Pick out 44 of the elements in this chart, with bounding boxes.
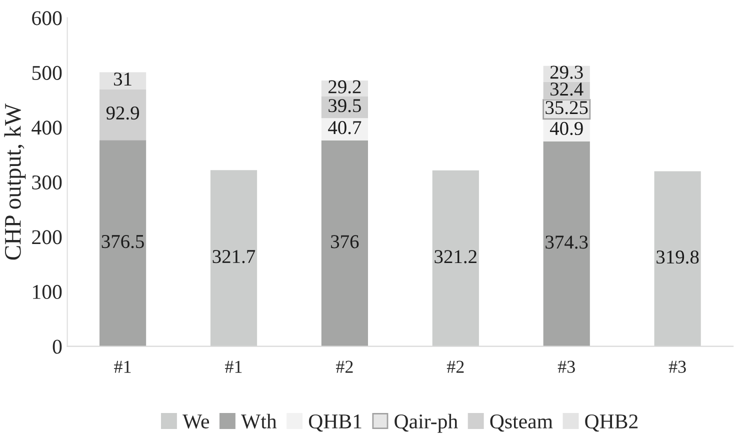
x-tick-label: #3 [668,360,686,373]
y-tick-label: 500 [32,66,62,80]
x-tick-label: #2 [336,360,353,373]
x-tick-label: #1 [114,360,131,373]
bar [99,140,146,346]
data-label: 29.2 [328,80,361,94]
data-label: 321.2 [434,250,476,264]
x-tick-label: #3 [558,360,575,373]
legend-label: Wth [241,414,277,429]
data-label: 40.7 [328,121,362,134]
y-tick-label: 0 [52,340,62,354]
data-label: 92.9 [106,106,140,120]
x-tick-label: #1 [225,360,242,373]
bar [321,140,368,346]
data-label: 39.5 [328,99,361,112]
bar [99,72,146,90]
y-axis-title: CHP output, kW [4,103,26,260]
legend-label: QHB2 [585,414,638,432]
y-tick-label: 100 [33,284,62,299]
data-label: 374.3 [546,236,588,249]
data-label: 319.8 [656,250,699,264]
data-label: 40.9 [550,122,583,136]
bar [654,171,701,346]
legend-label: Qsteam [490,414,553,432]
bar [99,89,146,140]
bar [432,170,479,346]
legend-label: QHB1 [308,414,362,432]
data-label: 32.4 [550,82,584,96]
data-label: 376.5 [102,235,144,248]
y-tick-label: 600 [32,11,62,26]
y-tick-label: 400 [32,120,62,135]
data-label: 31 [114,72,132,86]
y-tick-label: 200 [32,230,62,244]
legend-label: We [182,414,210,429]
data-label: 35.25 [546,101,588,114]
data-label: 29.3 [550,66,583,79]
x-tick-label: #2 [446,360,464,373]
legend-label: Qair-ph [394,414,458,433]
y-tick-label: 300 [32,175,62,190]
bar [543,141,590,346]
bar [321,118,368,140]
data-label: 321.7 [212,250,256,264]
data-label: 376 [331,235,359,248]
bar [210,170,258,346]
